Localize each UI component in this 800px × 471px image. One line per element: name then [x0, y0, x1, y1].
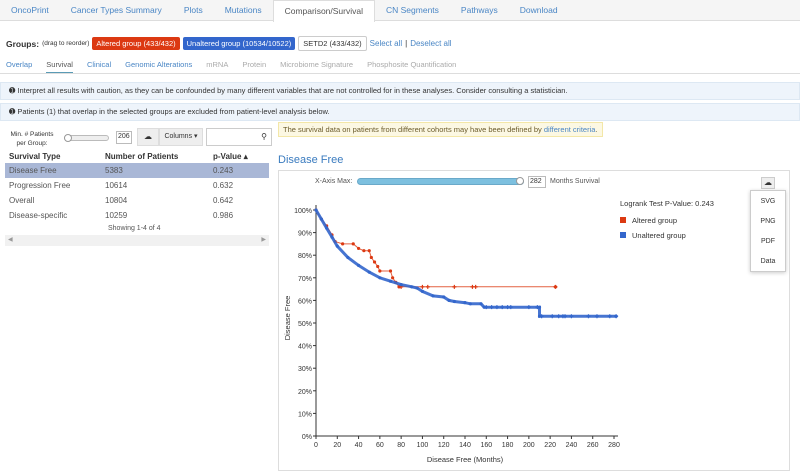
warning-text: The survival data on patients from diffe…	[283, 125, 544, 134]
table-row[interactable]: Progression Free 10614 0.632	[5, 178, 269, 193]
separator: |	[405, 39, 408, 48]
survival-type-cell: Overall	[9, 196, 35, 205]
download-menu: SVG PNG PDF Data	[750, 190, 786, 272]
subtab-overlap[interactable]: Overlap	[6, 60, 33, 69]
caution-alert: ➊ Interpret all results with caution, as…	[0, 82, 800, 100]
min-patients-label: Min. # Patients per Group:	[10, 131, 54, 147]
horizontal-scrollbar[interactable]: ◀ ▶	[5, 235, 269, 246]
table-row[interactable]: Overall 10804 0.642	[5, 193, 269, 208]
tab-pathways[interactable]: Pathways	[460, 5, 498, 15]
groups-bar: Groups: (drag to reorder) Altered group …	[6, 36, 452, 51]
plot-download-button[interactable]: ☁	[761, 177, 775, 189]
subtab-clinical[interactable]: Clinical	[86, 60, 112, 69]
col-p-value[interactable]: p-Value ▴	[209, 150, 269, 163]
subtab-genomic-alterations[interactable]: Genomic Alterations	[125, 60, 193, 69]
p-value-cell: 0.243	[209, 163, 269, 178]
subtab-phosphosite-quantification[interactable]: Phosphosite Quantification	[367, 60, 457, 69]
overlap-text: Patients (1) that overlap in the selecte…	[17, 107, 330, 116]
col-survival-type[interactable]: Survival Type	[9, 152, 61, 161]
group-badge-setd2[interactable]: SETD2 (433/432)	[298, 36, 367, 51]
tab-comparison-survival[interactable]: Comparison/Survival	[272, 0, 375, 22]
download-png-item[interactable]: PNG	[760, 218, 776, 225]
groups-hint: (drag to reorder)	[42, 40, 90, 47]
group-badge-unaltered[interactable]: Unaltered group (10534/10522)	[182, 37, 296, 50]
deselect-all-link[interactable]: Deselect all	[410, 39, 452, 48]
info-icon: ➊	[9, 86, 18, 95]
survival-type-cell: Disease-specific	[9, 211, 68, 220]
different-criteria-link[interactable]: different criteria	[543, 125, 596, 134]
download-table-button[interactable]: ☁	[137, 128, 159, 146]
main-tabs: OncoPrint Cancer Types Summary Plots Mutati…	[0, 0, 800, 22]
overlap-alert: ➊ Patients (1) that overlap in the selec…	[0, 103, 800, 121]
survival-type-cell: Disease Free	[5, 163, 101, 178]
columns-dropdown[interactable]: Columns ▾	[159, 128, 203, 146]
subtab-microbiome-signature[interactable]: Microbiome Signature	[280, 60, 354, 69]
survival-type-cell: Progression Free	[9, 181, 71, 190]
x-axis-max-slider[interactable]	[357, 177, 524, 185]
min-patients-slider[interactable]	[64, 134, 109, 142]
warning-end: .	[595, 125, 598, 134]
col-number-of-patients[interactable]: Number of Patients	[105, 152, 179, 161]
tab-plots[interactable]: Plots	[183, 5, 203, 15]
download-data-item[interactable]: Data	[760, 258, 776, 265]
search-icon: ⚲	[261, 132, 267, 141]
p-value-cell: 0.632	[213, 181, 234, 190]
subtab-survival[interactable]: Survival	[46, 60, 73, 74]
download-svg-item[interactable]: SVG	[760, 198, 776, 205]
patients-cell: 10614	[105, 181, 128, 190]
cloud-download-icon: ☁	[144, 132, 152, 141]
caret-down-icon: ▾	[194, 133, 198, 140]
x-axis-max-label: X-Axis Max:	[315, 178, 353, 185]
p-value-header: p-Value	[213, 152, 242, 161]
table-footer: Showing 1-4 of 4	[108, 225, 161, 232]
analysis-tabs: Overlap Survival Clinical Genomic Alteratio…	[6, 60, 456, 74]
select-all-link[interactable]: Select all	[369, 39, 403, 48]
survival-type-table: Survival Type Number of Patients p-Value…	[5, 150, 269, 223]
patients-cell: 5383	[101, 163, 209, 178]
plot-title: Disease Free	[278, 154, 344, 166]
patients-cell: 10804	[105, 196, 128, 205]
subtab-mrna[interactable]: mRNA	[206, 60, 229, 69]
caution-text: Interpret all results with caution, as t…	[17, 86, 568, 95]
table-row[interactable]: Disease Free 5383 0.243	[5, 163, 269, 178]
patients-cell: 10259	[105, 211, 128, 220]
scroll-right-icon[interactable]: ▶	[261, 237, 266, 243]
p-value-cell: 0.642	[213, 196, 234, 205]
groups-label: Groups:	[6, 38, 40, 49]
subtab-protein[interactable]: Protein	[242, 60, 267, 69]
tab-cn-segments[interactable]: CN Segments	[386, 5, 439, 15]
group-badge-altered[interactable]: Altered group (433/432)	[92, 37, 180, 50]
table-row[interactable]: Disease-specific 10259 0.986	[5, 208, 269, 223]
tab-oncoprint[interactable]: OncoPrint	[11, 5, 49, 15]
x-axis-max-input[interactable]: 282	[528, 176, 546, 188]
tab-mutations[interactable]: Mutations	[224, 5, 262, 15]
cloud-download-icon: ☁	[764, 178, 772, 187]
columns-label: Columns	[164, 133, 193, 140]
survival-warning: The survival data on patients from diffe…	[278, 122, 603, 137]
sort-asc-icon: ▴	[243, 152, 248, 161]
survival-plot-panel	[278, 170, 790, 471]
x-axis-max-unit: Months Survival	[550, 178, 600, 185]
scroll-left-icon[interactable]: ◀	[8, 237, 13, 243]
min-patients-input[interactable]: 206	[116, 131, 132, 144]
p-value-cell: 0.986	[213, 211, 234, 220]
table-search-input[interactable]: ⚲	[206, 128, 272, 146]
download-pdf-item[interactable]: PDF	[761, 238, 775, 245]
table-controls: Min. # Patients per Group: 206 ☁ Columns…	[6, 128, 272, 150]
tab-download[interactable]: Download	[519, 5, 558, 15]
info-icon: ➊	[9, 107, 18, 116]
tab-cancer-types-summary[interactable]: Cancer Types Summary	[70, 5, 162, 15]
